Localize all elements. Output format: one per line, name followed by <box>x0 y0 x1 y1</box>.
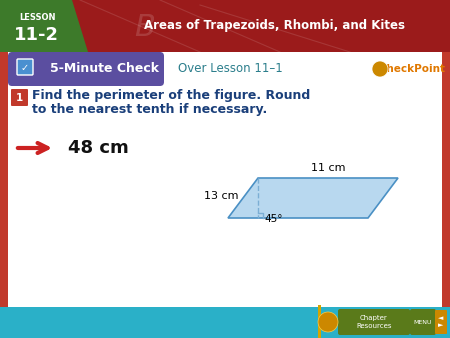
Text: Chapter
Resources: Chapter Resources <box>356 315 392 329</box>
Text: 11-2: 11-2 <box>14 26 58 44</box>
FancyBboxPatch shape <box>11 89 28 106</box>
Bar <box>0 307 450 338</box>
Text: 13 cm: 13 cm <box>203 191 238 201</box>
FancyBboxPatch shape <box>338 309 410 335</box>
Bar <box>442 52 450 307</box>
FancyBboxPatch shape <box>8 52 164 86</box>
FancyBboxPatch shape <box>410 309 436 335</box>
Text: 11 cm: 11 cm <box>311 163 345 173</box>
Text: 1: 1 <box>16 93 23 103</box>
Polygon shape <box>8 307 338 338</box>
Text: MENU: MENU <box>414 319 432 324</box>
FancyBboxPatch shape <box>17 59 33 75</box>
Text: Areas of Trapezoids, Rhombi, and Kites: Areas of Trapezoids, Rhombi, and Kites <box>144 20 405 32</box>
Bar <box>0 52 8 307</box>
Text: to the nearest tenth if necessary.: to the nearest tenth if necessary. <box>32 103 267 117</box>
Text: 45°: 45° <box>264 214 283 224</box>
Bar <box>8 52 442 307</box>
Text: 48 cm: 48 cm <box>68 139 129 157</box>
Polygon shape <box>228 178 398 218</box>
Text: LESSON: LESSON <box>20 13 56 22</box>
Bar <box>0 0 450 52</box>
Text: ✓: ✓ <box>21 63 29 73</box>
FancyBboxPatch shape <box>435 310 447 334</box>
Circle shape <box>372 61 388 77</box>
Text: ✓CheckPoint: ✓CheckPoint <box>370 64 446 74</box>
Text: Over Lesson 11–1: Over Lesson 11–1 <box>178 63 283 75</box>
Text: ◄
►: ◄ ► <box>438 315 444 329</box>
Text: B: B <box>135 14 155 43</box>
Circle shape <box>318 312 338 332</box>
Text: Find the perimeter of the figure. Round: Find the perimeter of the figure. Round <box>32 90 310 102</box>
Text: 5-Minute Check: 5-Minute Check <box>50 63 159 75</box>
Polygon shape <box>0 0 88 52</box>
FancyBboxPatch shape <box>318 305 321 338</box>
